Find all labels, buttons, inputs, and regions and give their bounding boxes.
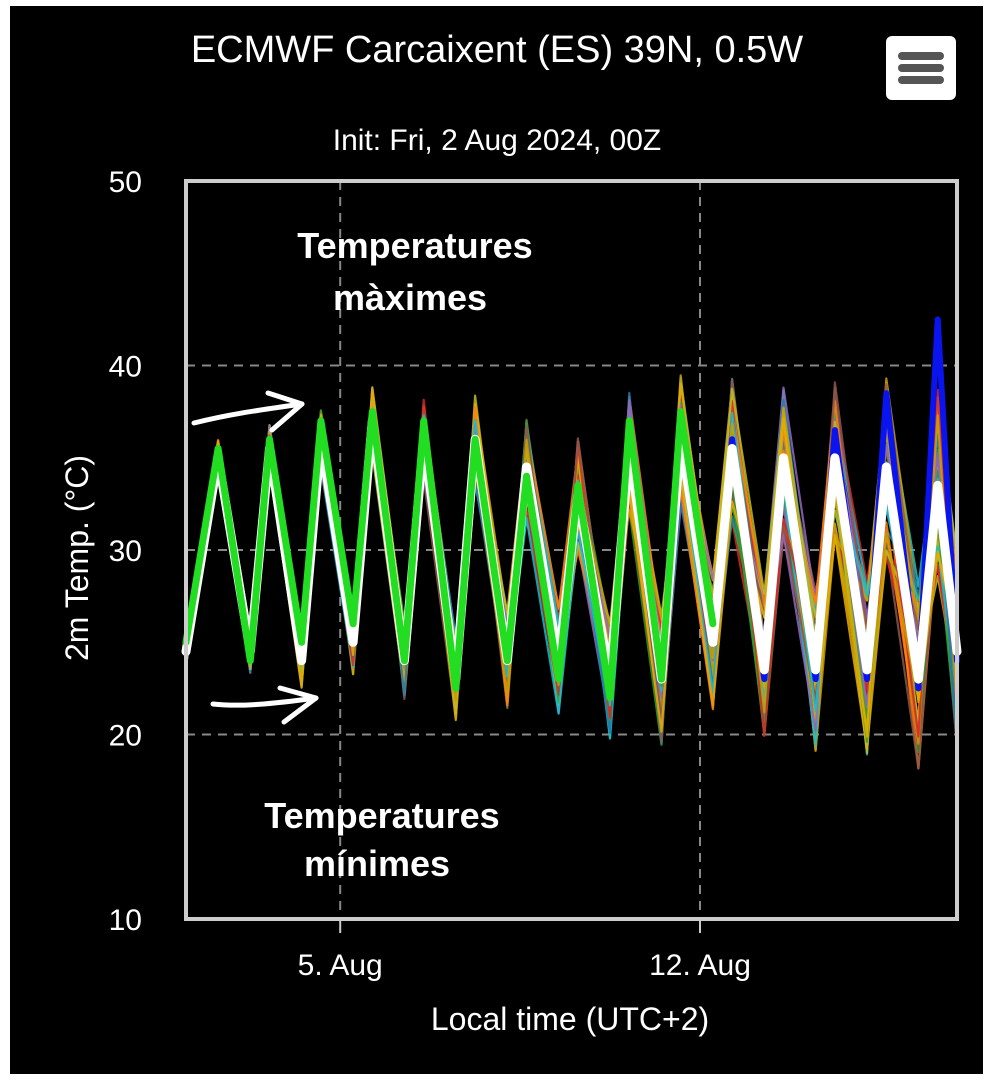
chart-frame: ECMWF Carcaixent (ES) 39N, 0.5W Init: Fr… <box>10 6 983 1074</box>
main-series <box>181 316 962 702</box>
plot-area-border <box>184 179 959 921</box>
min-arrow-icon <box>210 685 319 725</box>
min-temps-label-2: mínimes <box>304 843 450 884</box>
max-temps-label-2: màximes <box>333 277 487 318</box>
hamburger-menu-icon-bar <box>898 64 944 72</box>
max-temps-label-1: Temperatures <box>297 225 532 266</box>
min-temps-label-1: Temperatures <box>264 795 499 836</box>
chart-svg: ECMWF Carcaixent (ES) 39N, 0.5W Init: Fr… <box>59 29 962 1037</box>
y-tick-label: 40 <box>109 351 142 384</box>
control-run-line <box>182 408 717 702</box>
hamburger-menu-button[interactable] <box>886 36 956 100</box>
y-axis-ticks: 10 20 30 40 50 <box>109 166 142 937</box>
chart-title: ECMWF Carcaixent (ES) 39N, 0.5W <box>191 29 803 71</box>
y-tick-label: 20 <box>109 720 142 753</box>
y-tick-label: 30 <box>109 535 142 568</box>
y-tick-label: 50 <box>109 166 142 199</box>
x-tick-label: 5. Aug <box>298 949 383 982</box>
hamburger-menu-icon <box>898 52 944 60</box>
y-tick-label: 10 <box>109 904 142 937</box>
x-tick-label: 12. Aug <box>649 949 751 982</box>
x-axis-label: Local time (UTC+2) <box>431 1001 709 1037</box>
y-axis-label: 2m Temp. (°C) <box>59 455 95 661</box>
x-axis-ticks: 5. Aug 12. Aug <box>298 919 751 982</box>
chart-subtitle: Init: Fri, 2 Aug 2024, 00Z <box>333 124 662 157</box>
max-arrow-icon <box>191 390 305 433</box>
hamburger-menu-icon-bar <box>898 76 944 84</box>
